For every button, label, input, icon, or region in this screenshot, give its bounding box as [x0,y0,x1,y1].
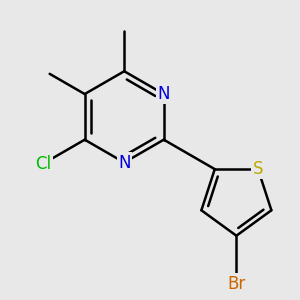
Text: S: S [253,160,263,178]
Text: N: N [158,85,170,103]
Text: Br: Br [227,274,245,292]
Text: N: N [118,154,130,172]
Text: Cl: Cl [35,154,51,172]
